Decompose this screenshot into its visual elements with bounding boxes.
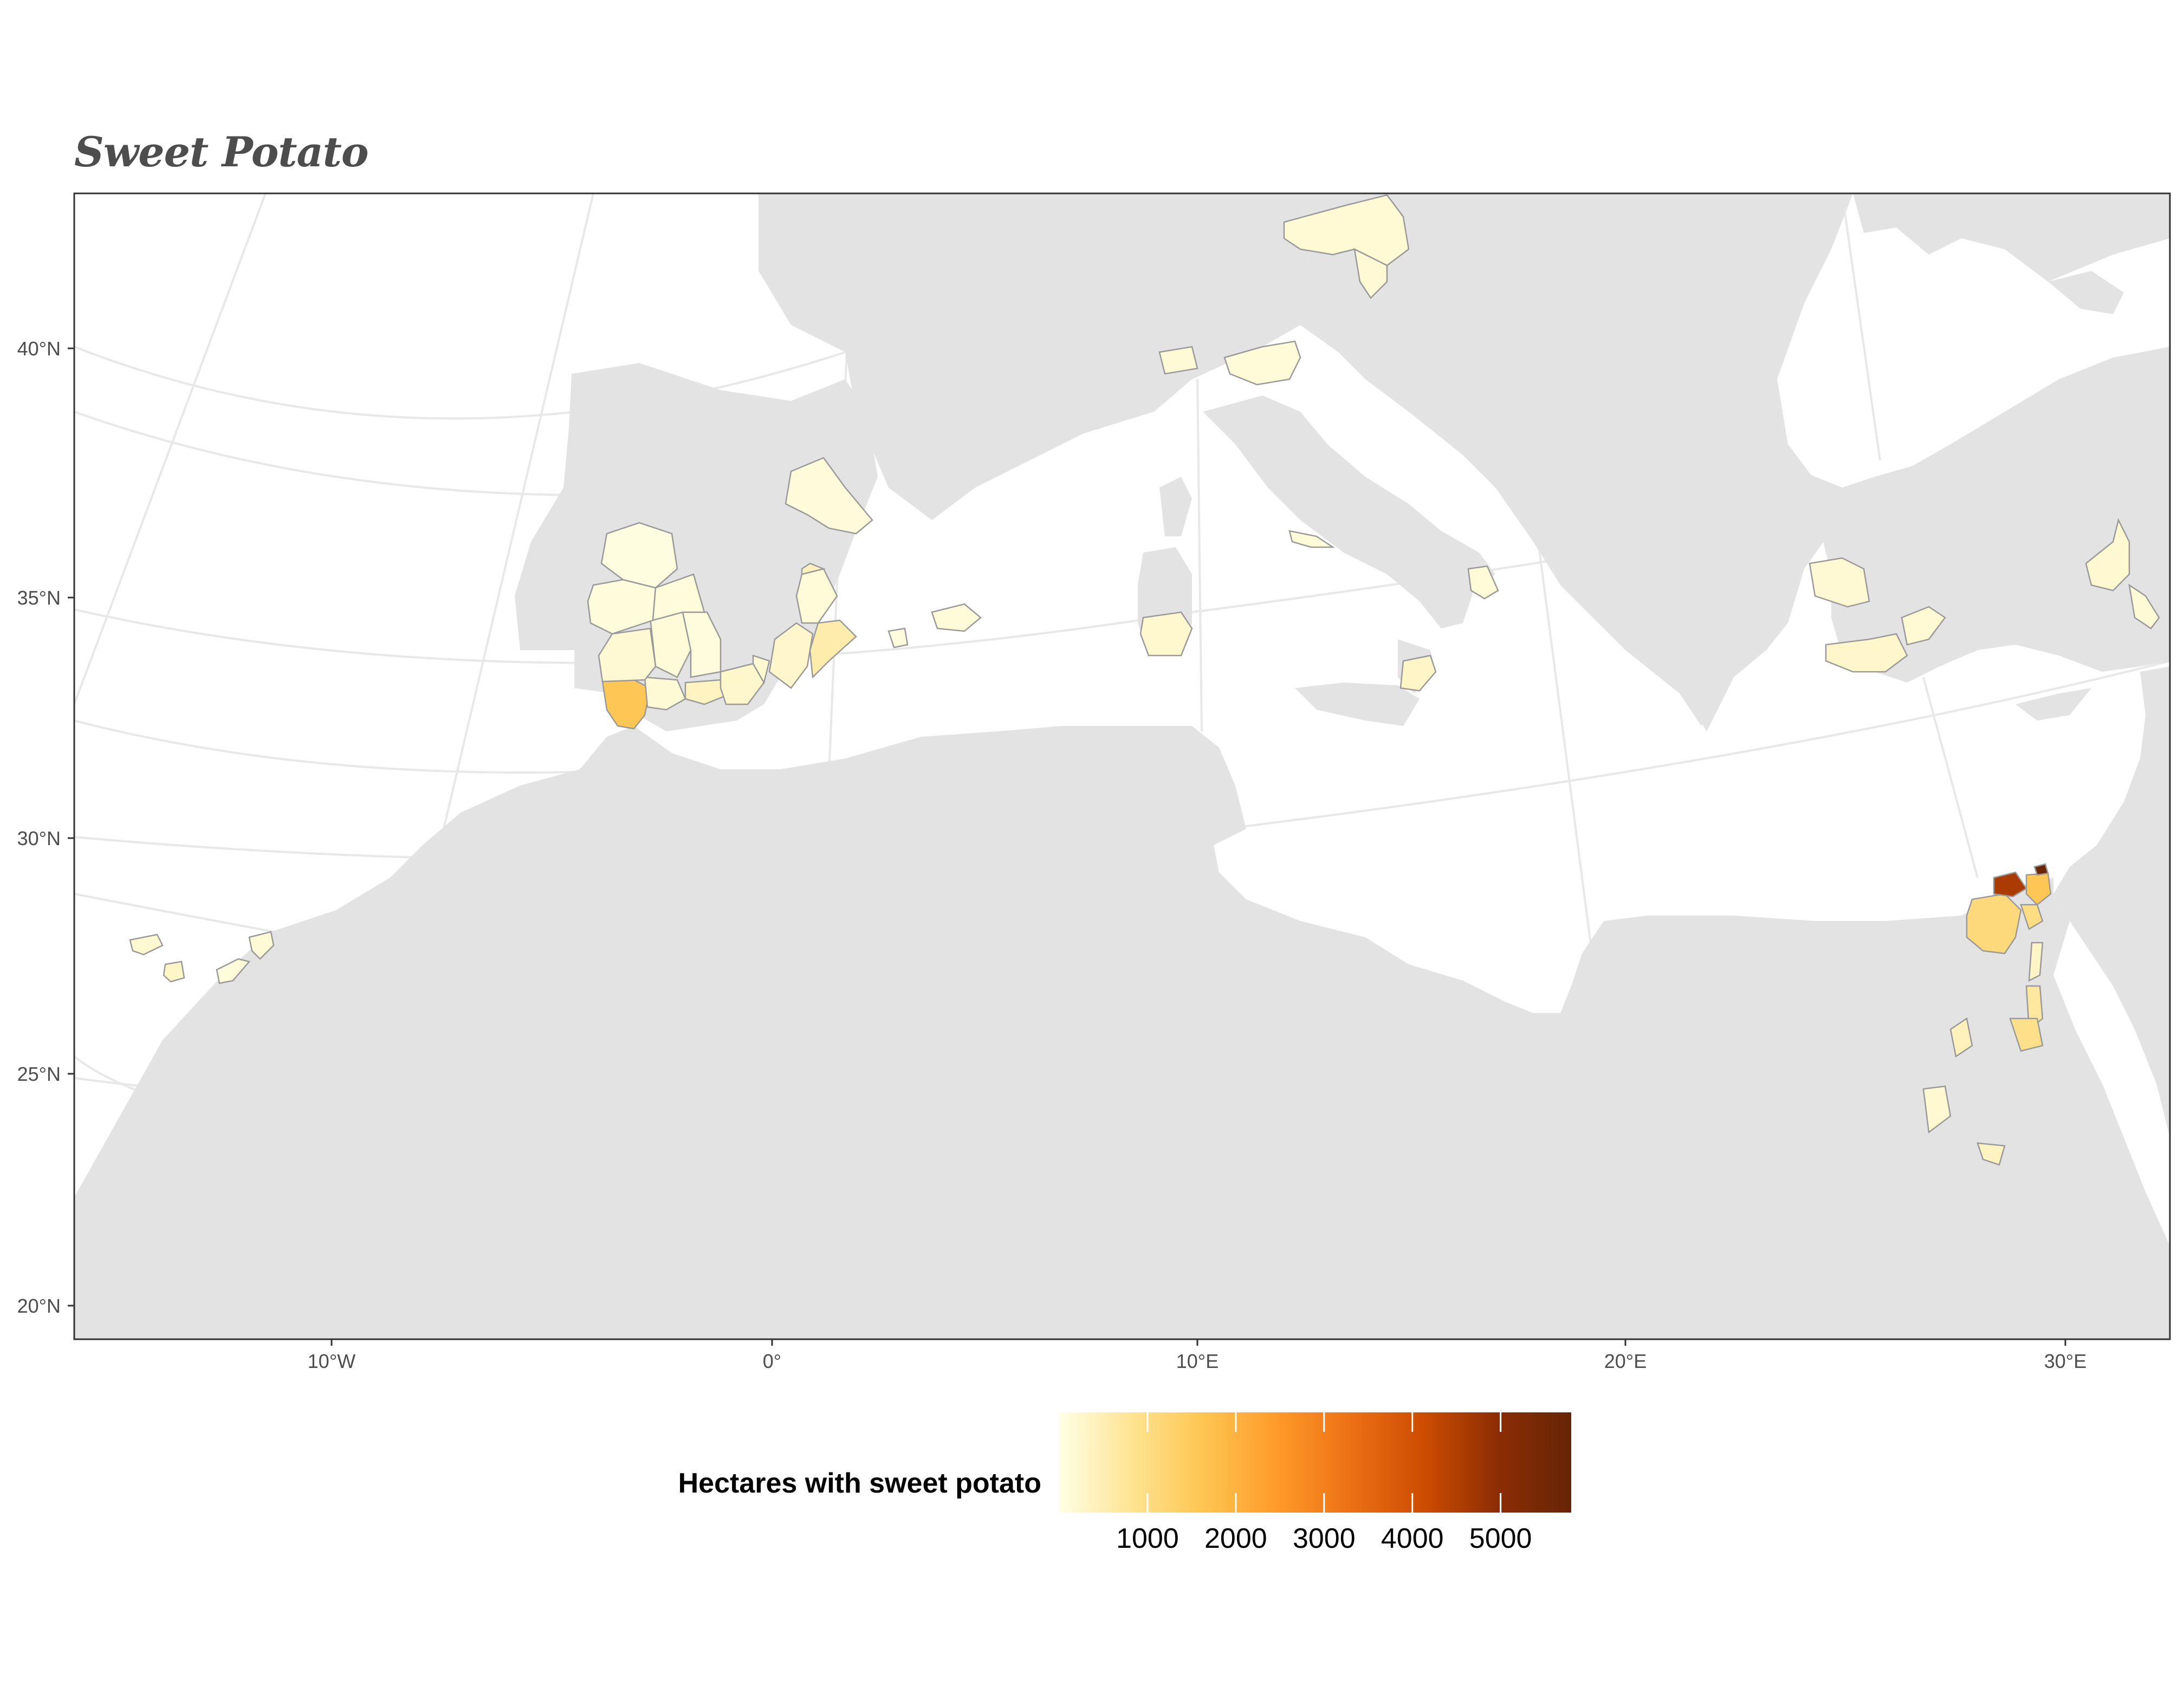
x-tick-label: 10°W xyxy=(308,1350,355,1372)
region-almeria xyxy=(752,654,770,685)
x-axis: 10°W 0° 10°E 20°E 30°E xyxy=(308,1339,2086,1372)
land-corsica xyxy=(1159,477,1192,536)
legend-break-label: 2000 xyxy=(1204,1523,1267,1554)
y-tick-label: 25°N xyxy=(17,1063,61,1085)
region-egypt-kafr-el-sheikh xyxy=(1993,871,2027,898)
legend-break-label: 5000 xyxy=(1469,1523,1532,1554)
data-regions xyxy=(129,194,2160,1166)
region-ciudad-real xyxy=(652,573,705,621)
land-italy-boot xyxy=(1203,395,1495,628)
region-canary-tenerife xyxy=(129,933,164,956)
region-hungary-region xyxy=(1353,248,1388,299)
x-tick-label: 10°E xyxy=(1176,1350,1219,1372)
map-title: Sweet Potato xyxy=(74,128,369,176)
y-tick-label: 30°N xyxy=(17,827,61,849)
region-aydin xyxy=(1901,606,1946,646)
legend-break-label: 4000 xyxy=(1381,1523,1444,1554)
land-africa xyxy=(74,726,2170,1339)
land xyxy=(74,193,2170,1339)
legend-break-label: 1000 xyxy=(1116,1523,1179,1554)
legend-ticks: 1000 2000 3000 4000 5000 xyxy=(1116,1412,1532,1554)
region-hatay xyxy=(2128,583,2160,630)
land-sicily xyxy=(1295,683,1420,726)
region-sevilla xyxy=(598,627,657,683)
y-tick-label: 35°N xyxy=(17,587,61,609)
region-egypt-aswan xyxy=(1976,1142,2006,1166)
y-axis: 40°N 35°N 30°N 25°N 20°N xyxy=(17,338,74,1317)
region-apulia xyxy=(1467,565,1499,600)
red-sea xyxy=(2053,921,2170,1246)
x-tick-label: 20°E xyxy=(1604,1350,1647,1372)
region-jaen xyxy=(682,611,722,678)
region-thrace xyxy=(1809,557,1870,608)
region-murcia xyxy=(768,622,814,689)
region-egypt-giza xyxy=(2028,942,2044,982)
land-greece xyxy=(1560,466,1875,726)
region-zaragoza xyxy=(785,457,873,535)
land-levant xyxy=(2053,666,2170,1138)
region-egypt-sharqia xyxy=(2020,904,2044,930)
legend-title: Hectares with sweet potato xyxy=(678,1468,1041,1499)
region-izmir xyxy=(1825,633,1908,673)
land-turkey xyxy=(1788,347,2170,683)
region-egypt-beheira xyxy=(1966,893,2022,955)
land-crimea xyxy=(2048,271,2124,314)
region-alicante xyxy=(809,619,857,679)
region-calabria xyxy=(1399,654,1437,692)
color-legend: Hectares with sweet potato 1000 2000 3000 4… xyxy=(678,1412,1571,1554)
land-ukraine xyxy=(1853,193,2170,282)
x-tick-label: 0° xyxy=(763,1350,781,1372)
region-veneto xyxy=(1223,340,1301,386)
region-egypt-asyut xyxy=(2009,1017,2044,1052)
region-canary-fuerteventura xyxy=(216,958,251,984)
y-tick-label: 20°N xyxy=(17,1295,61,1317)
region-egypt-red-sea xyxy=(1922,1085,1952,1134)
land-france xyxy=(759,193,1311,520)
region-canary-lanzarote xyxy=(248,931,275,960)
legend-break-label: 3000 xyxy=(1293,1523,1356,1554)
region-balearic-ibiza xyxy=(887,627,909,648)
region-sardinia xyxy=(1139,611,1193,657)
region-egypt-damietta xyxy=(2033,863,2049,876)
y-tick-label: 40°N xyxy=(17,338,61,360)
region-huelva xyxy=(601,679,651,730)
region-campania xyxy=(1288,530,1336,548)
land-cyprus xyxy=(2015,688,2091,721)
region-liguria xyxy=(1158,346,1198,375)
region-valencia xyxy=(801,562,826,575)
region-cadiz xyxy=(644,676,686,711)
legend-colorbar xyxy=(1059,1412,1571,1513)
region-egypt-new-valley xyxy=(1949,1017,1973,1058)
region-canary-gran-canaria xyxy=(163,961,185,983)
x-tick-label: 30°E xyxy=(2044,1350,2086,1372)
region-caceres xyxy=(600,522,678,589)
region-balearic-majorca xyxy=(931,603,982,632)
panel-frame xyxy=(73,192,2171,1340)
region-antalya-region xyxy=(2085,518,2130,592)
